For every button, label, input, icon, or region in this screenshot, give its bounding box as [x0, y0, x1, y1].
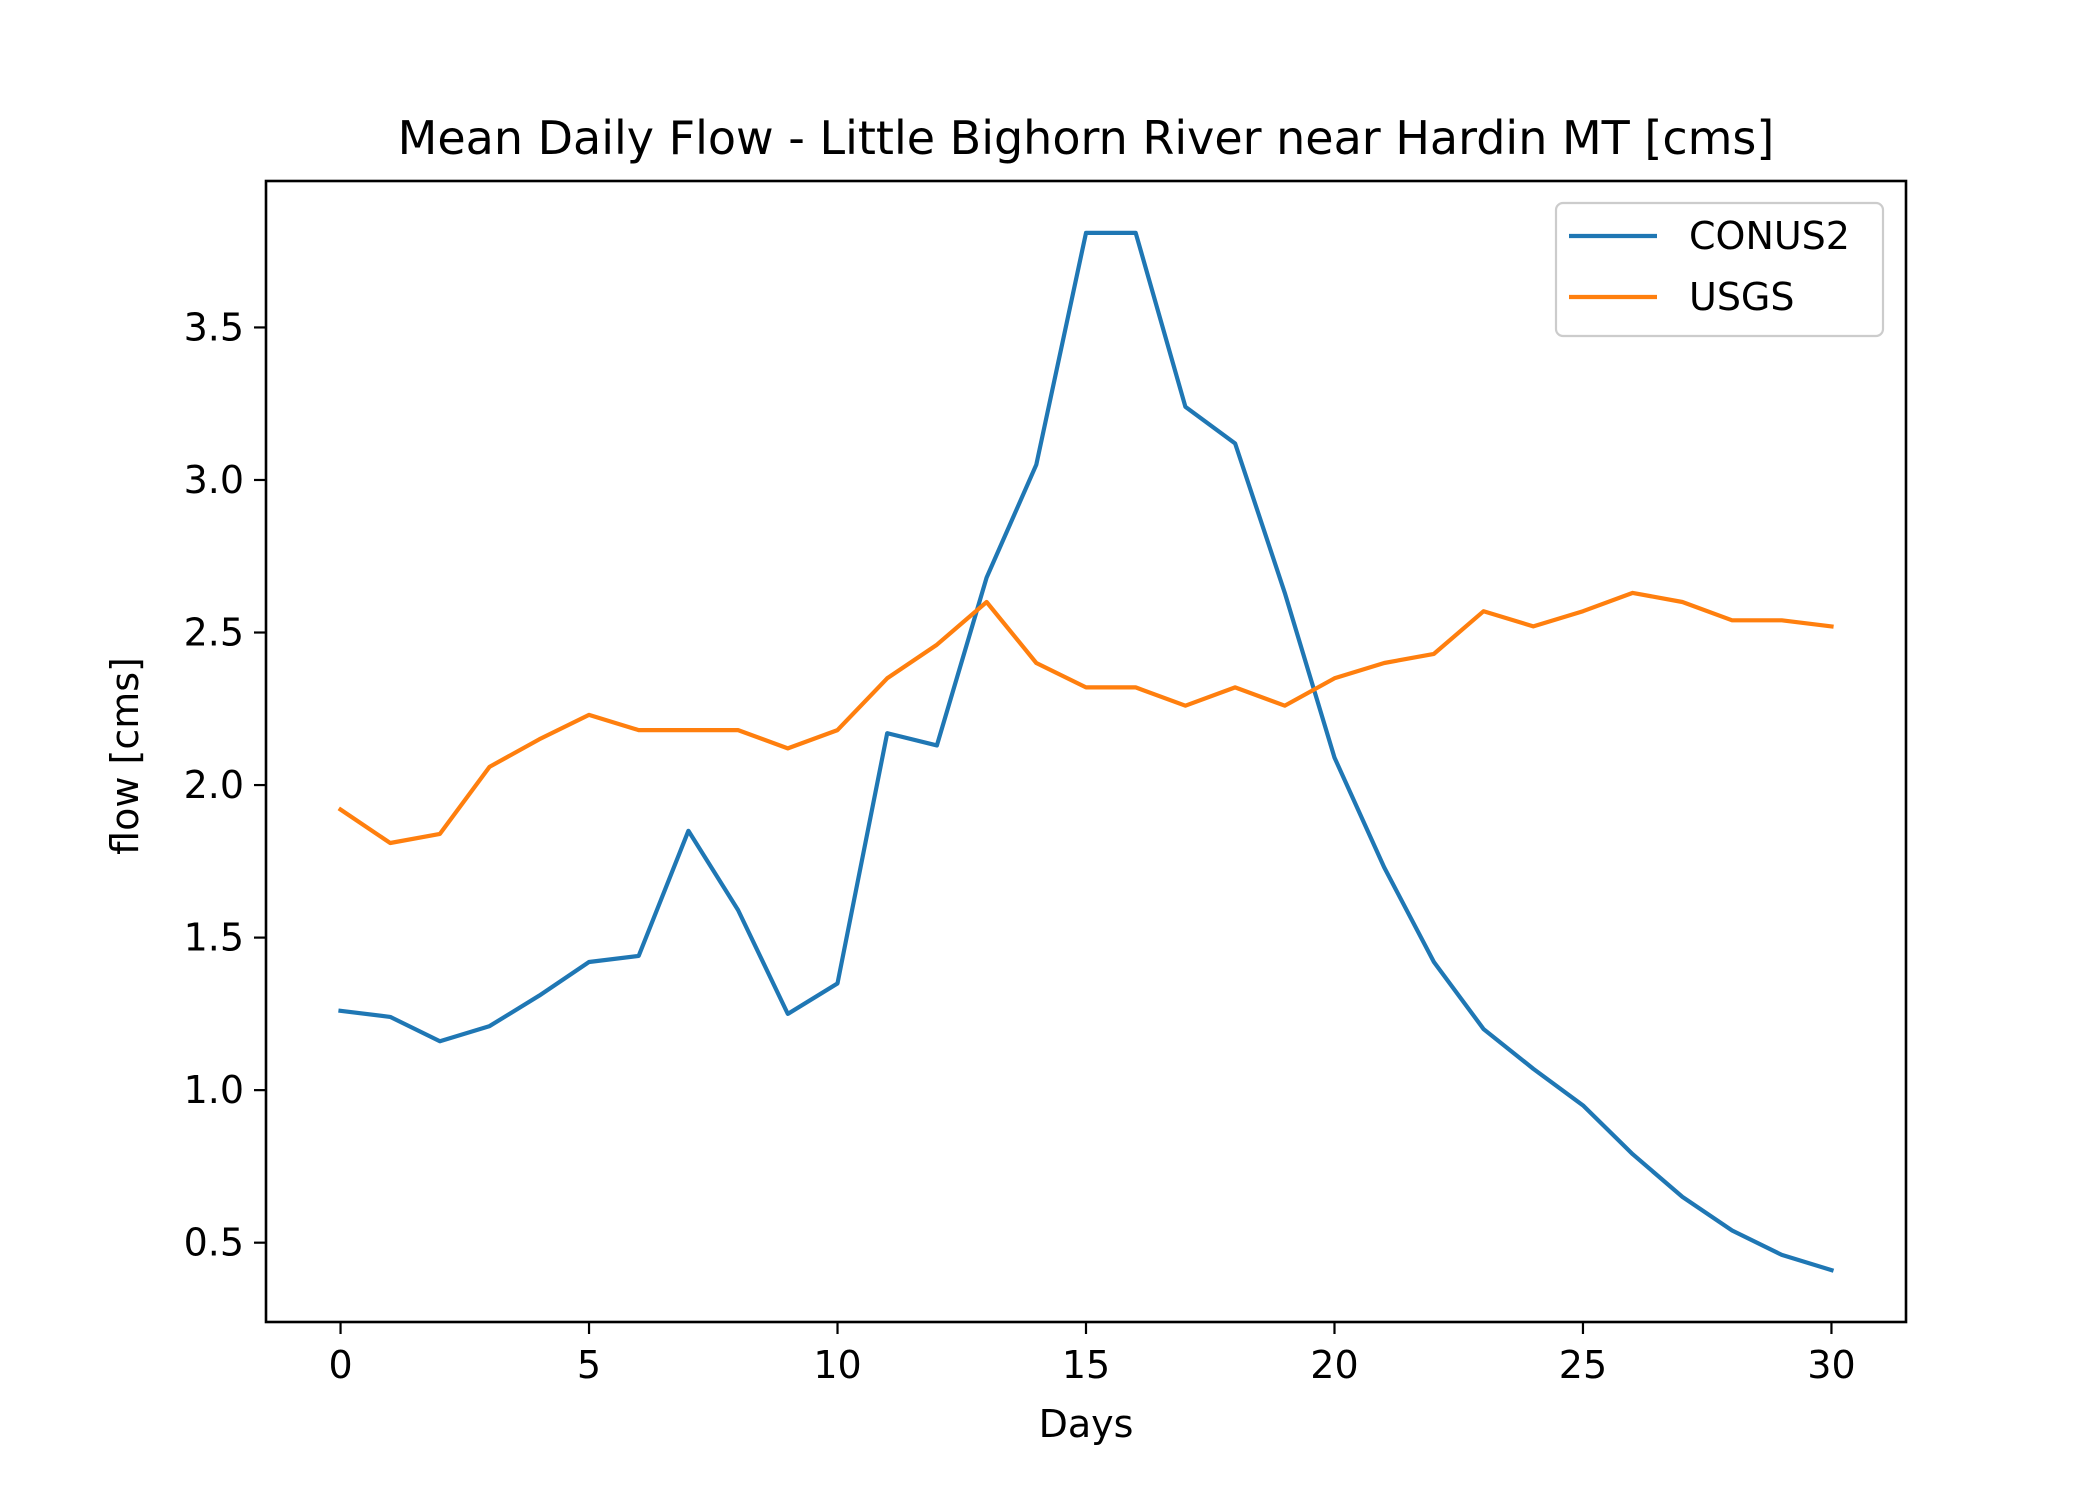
- y-tick-label: 3.0: [184, 458, 244, 502]
- x-tick-label: 0: [328, 1343, 352, 1387]
- x-tick-label: 15: [1062, 1343, 1110, 1387]
- chart-title: Mean Daily Flow - Little Bighorn River n…: [398, 111, 1775, 165]
- y-axis: 0.5 1.0 1.5 2.0 2.5 3.0 3.5: [184, 305, 266, 1265]
- x-tick-label: 20: [1310, 1343, 1358, 1387]
- x-tick-label: 25: [1559, 1343, 1607, 1387]
- y-tick-label: 1.5: [184, 916, 244, 960]
- legend-label-conus2: CONUS2: [1689, 214, 1850, 258]
- series-line-conus2: [338, 230, 1835, 1273]
- x-tick-label: 10: [813, 1343, 861, 1387]
- legend: CONUS2 USGS: [1554, 201, 1885, 338]
- y-tick-label: 2.0: [184, 763, 244, 807]
- y-tick-label: 0.5: [184, 1221, 244, 1265]
- y-tick-label: 3.5: [184, 305, 244, 349]
- y-axis-label: flow [cms]: [103, 657, 147, 855]
- x-axis-label: Days: [1039, 1402, 1134, 1446]
- x-tick-label: 30: [1807, 1343, 1855, 1387]
- y-tick-label: 1.0: [184, 1068, 244, 1112]
- x-tick-label: 5: [577, 1343, 601, 1387]
- x-axis: 0 5 10 15 20 25 30: [328, 1322, 1856, 1387]
- series-line-usgs: [337, 590, 1834, 846]
- y-tick-label: 2.5: [184, 611, 244, 655]
- legend-label-usgs: USGS: [1689, 275, 1795, 319]
